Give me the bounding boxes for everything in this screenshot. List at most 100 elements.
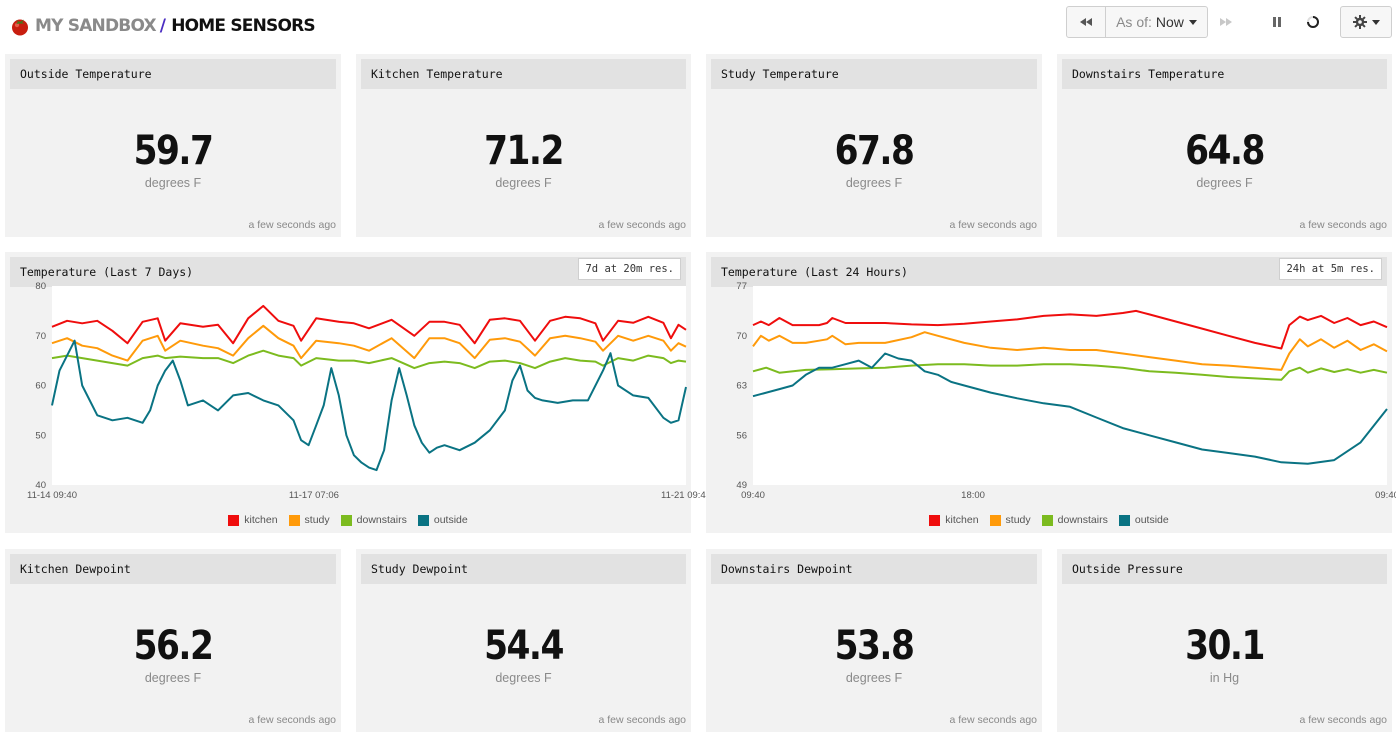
tile-title: Kitchen Dewpoint bbox=[10, 554, 336, 584]
tile-value: 30.1 bbox=[1185, 623, 1265, 669]
y-tick-label: 50 bbox=[35, 430, 46, 441]
tile-unit: in Hg bbox=[1209, 671, 1240, 685]
tile-study-temperature[interactable]: Study Temperature 67.8 degrees F a few s… bbox=[706, 54, 1042, 237]
chart-panel-7-days[interactable]: Temperature (Last 7 Days) 7d at 20m res.… bbox=[5, 252, 711, 533]
x-tick-label: 11-21 09:40 bbox=[661, 490, 711, 501]
tile-unit: degrees F bbox=[144, 176, 202, 190]
y-tick-label: 80 bbox=[35, 281, 46, 292]
legend-item-outside[interactable]: outside bbox=[417, 514, 468, 526]
tile-title: Outside Pressure bbox=[1062, 554, 1387, 584]
legend-item-downstairs[interactable]: downstairs bbox=[340, 514, 407, 526]
tile-value: 54.4 bbox=[484, 623, 564, 669]
x-tick-label: 18:00 bbox=[961, 490, 985, 501]
breadcrumb-separator: / bbox=[159, 16, 166, 36]
series-line-downstairs bbox=[51, 349, 687, 370]
tile-outside-temperature[interactable]: Outside Temperature 59.7 degrees F a few… bbox=[5, 54, 341, 237]
tile-title: Downstairs Dewpoint bbox=[711, 554, 1037, 584]
tomato-logo-icon[interactable] bbox=[10, 16, 30, 36]
y-tick-label: 63 bbox=[736, 381, 747, 392]
fast-forward-button[interactable] bbox=[1214, 6, 1238, 38]
tile-updated: a few seconds ago bbox=[1299, 219, 1387, 231]
legend-item-kitchen[interactable]: kitchen bbox=[228, 514, 278, 526]
tile-title: Downstairs Temperature bbox=[1062, 59, 1387, 89]
y-tick-label: 40 bbox=[35, 480, 46, 491]
legend-swatch bbox=[340, 514, 352, 526]
tile-title: Study Dewpoint bbox=[361, 554, 686, 584]
pause-icon bbox=[1273, 17, 1281, 27]
series-line-kitchen bbox=[51, 304, 687, 345]
legend-swatch bbox=[228, 514, 240, 526]
tile-updated: a few seconds ago bbox=[949, 714, 1037, 726]
y-tick-label: 77 bbox=[736, 281, 747, 292]
y-tick-label: 70 bbox=[35, 331, 46, 342]
gear-icon bbox=[1352, 15, 1367, 29]
legend-label: outside bbox=[433, 514, 468, 526]
tile-study-dewpoint[interactable]: Study Dewpoint 54.4 degrees F a few seco… bbox=[356, 549, 691, 732]
tile-title: Outside Temperature bbox=[10, 59, 336, 89]
legend-item-study[interactable]: study bbox=[288, 514, 330, 526]
tile-unit: degrees F bbox=[845, 671, 903, 685]
tile-outside-pressure[interactable]: Outside Pressure 30.1 in Hg a few second… bbox=[1057, 549, 1392, 732]
tile-updated: a few seconds ago bbox=[949, 219, 1037, 231]
chart-title: Temperature (Last 24 Hours) bbox=[711, 257, 1387, 287]
chart-legend: kitchen study downstairs outside bbox=[5, 514, 691, 526]
dashboard-header: MY SANDBOX / HOME SENSORS As of: Now bbox=[0, 0, 1396, 50]
series-line-kitchen bbox=[752, 309, 1388, 350]
tile-unit: degrees F bbox=[144, 671, 202, 685]
legend-label: study bbox=[1005, 514, 1031, 526]
as-of-dropdown[interactable]: As of: Now bbox=[1105, 6, 1208, 38]
rewind-button[interactable] bbox=[1066, 6, 1106, 38]
pause-button[interactable] bbox=[1265, 6, 1289, 38]
tile-value: 67.8 bbox=[834, 128, 915, 174]
legend-item-study[interactable]: study bbox=[989, 514, 1031, 526]
tile-unit: degrees F bbox=[495, 671, 552, 685]
refresh-spinner[interactable] bbox=[1301, 6, 1325, 38]
x-tick-label: 09:40 bbox=[1375, 490, 1396, 501]
legend-swatch bbox=[417, 514, 429, 526]
x-tick-label: 11-14 09:40 bbox=[27, 490, 77, 501]
legend-swatch bbox=[1118, 514, 1130, 526]
tile-downstairs-temperature[interactable]: Downstairs Temperature 64.8 degrees F a … bbox=[1057, 54, 1392, 237]
tile-unit: degrees F bbox=[845, 176, 903, 190]
legend-swatch bbox=[929, 514, 941, 526]
legend-item-downstairs[interactable]: downstairs bbox=[1041, 514, 1108, 526]
tile-updated: a few seconds ago bbox=[248, 714, 336, 726]
settings-dropdown[interactable] bbox=[1340, 6, 1392, 38]
resolution-badge[interactable]: 7d at 20m res. bbox=[578, 258, 681, 280]
tile-updated: a few seconds ago bbox=[598, 714, 686, 726]
legend-label: kitchen bbox=[244, 514, 278, 526]
chart-title: Temperature (Last 7 Days) bbox=[10, 257, 686, 287]
legend-label: downstairs bbox=[356, 514, 407, 526]
legend-swatch bbox=[288, 514, 300, 526]
breadcrumb-root-link[interactable]: MY SANDBOX bbox=[35, 16, 157, 36]
y-tick-label: 60 bbox=[35, 381, 46, 392]
y-tick-label: 49 bbox=[736, 480, 747, 491]
tile-kitchen-dewpoint[interactable]: Kitchen Dewpoint 56.2 degrees F a few se… bbox=[5, 549, 341, 732]
y-tick-label: 70 bbox=[736, 331, 747, 342]
tile-unit: degrees F bbox=[1196, 176, 1253, 190]
tile-downstairs-dewpoint[interactable]: Downstairs Dewpoint 53.8 degrees F a few… bbox=[706, 549, 1042, 732]
breadcrumb: MY SANDBOX / HOME SENSORS bbox=[35, 14, 316, 38]
chart-panel-24-hours[interactable]: Temperature (Last 24 Hours) 24h at 5m re… bbox=[706, 252, 1396, 533]
y-tick-label: 56 bbox=[736, 430, 747, 441]
fast-forward-icon bbox=[1220, 18, 1232, 26]
legend-label: study bbox=[304, 514, 330, 526]
legend-item-outside[interactable]: outside bbox=[1118, 514, 1169, 526]
series-line-study bbox=[51, 324, 687, 362]
legend-item-kitchen[interactable]: kitchen bbox=[929, 514, 979, 526]
chevron-down-icon bbox=[1371, 19, 1380, 25]
legend-label: outside bbox=[1134, 514, 1169, 526]
resolution-badge[interactable]: 24h at 5m res. bbox=[1279, 258, 1382, 280]
tile-value: 71.2 bbox=[484, 128, 564, 174]
tile-updated: a few seconds ago bbox=[248, 219, 336, 231]
tile-kitchen-temperature[interactable]: Kitchen Temperature 71.2 degrees F a few… bbox=[356, 54, 691, 237]
legend-label: kitchen bbox=[945, 514, 979, 526]
x-tick-label: 11-17 07:06 bbox=[289, 490, 339, 501]
as-of-value: Now bbox=[1155, 14, 1184, 30]
tile-value: 56.2 bbox=[133, 623, 214, 669]
series-line-outside bbox=[752, 352, 1388, 465]
tile-value: 59.7 bbox=[133, 128, 214, 174]
tile-updated: a few seconds ago bbox=[598, 219, 686, 231]
tile-title: Study Temperature bbox=[711, 59, 1037, 89]
